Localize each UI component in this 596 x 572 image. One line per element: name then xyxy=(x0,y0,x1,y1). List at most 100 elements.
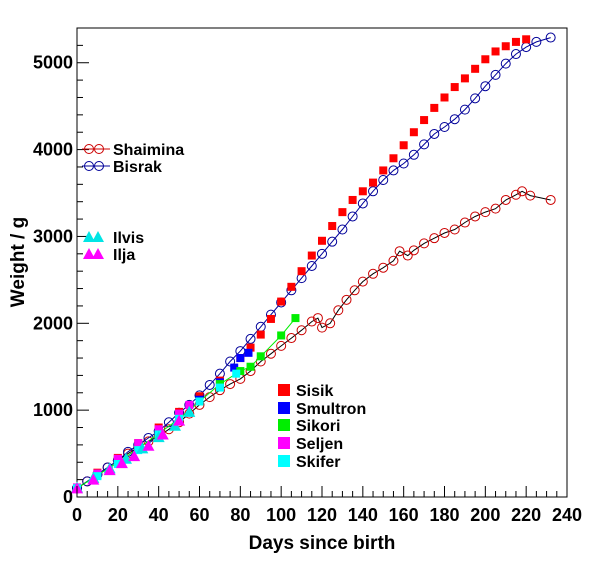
y-tick-label: 3000 xyxy=(33,226,73,246)
data-point-seljen xyxy=(175,409,184,418)
x-tick-label: 240 xyxy=(552,505,582,525)
data-point-sisik xyxy=(440,93,449,102)
data-point-shaimina xyxy=(306,316,317,327)
data-point-sikori xyxy=(236,367,245,376)
data-point-sisik xyxy=(287,282,296,291)
legend-label: Bisrak xyxy=(113,159,162,176)
legend-label: Ilja xyxy=(113,247,135,264)
legend-item-ilja: Ilja xyxy=(83,247,135,264)
data-point-seljen xyxy=(185,400,194,409)
series-layer xyxy=(71,32,556,494)
data-point-sisik xyxy=(297,267,306,276)
x-axis-title: Days since birth xyxy=(249,533,396,554)
data-point-ilja xyxy=(103,464,116,476)
data-point-shaimina xyxy=(349,285,360,296)
data-point-ilja xyxy=(142,439,155,451)
data-point-skifer xyxy=(93,472,102,481)
data-point-shaimina xyxy=(265,348,276,359)
data-point-shaimina xyxy=(394,246,405,257)
data-point-shaimina xyxy=(333,305,344,316)
y-axis-title: Weight / g xyxy=(8,217,29,307)
data-point-shaimina xyxy=(357,276,368,287)
data-point-shaimina xyxy=(276,340,287,351)
data-point-bisrak xyxy=(459,104,470,115)
legend-marker xyxy=(94,144,104,154)
legend-item-seljen: Seljen xyxy=(278,436,343,453)
data-point-shaimina xyxy=(429,233,440,244)
x-tick-label: 20 xyxy=(108,505,128,525)
legend-label: Smultron xyxy=(296,401,366,418)
data-point-shaimina xyxy=(317,322,327,333)
legend-item-bisrak: Bisrak xyxy=(82,159,162,176)
data-point-sisik xyxy=(471,64,480,73)
data-point-shaimina xyxy=(388,255,399,266)
data-point-bisrak xyxy=(306,260,317,271)
data-point-bisrak xyxy=(429,128,440,139)
data-point-bisrak xyxy=(449,114,460,125)
data-point-shaimina xyxy=(408,245,419,256)
data-point-shaimina xyxy=(517,186,528,197)
data-point-bisrak xyxy=(510,49,521,60)
data-point-bisrak xyxy=(347,211,358,222)
legend-swatch xyxy=(278,455,290,467)
data-point-ilja xyxy=(87,473,100,485)
legend-label: Ilvis xyxy=(113,230,144,247)
data-point-shaimina xyxy=(525,190,536,201)
legend-marker xyxy=(83,231,95,242)
data-point-smultron xyxy=(236,354,245,363)
data-point-skifer xyxy=(195,397,204,406)
legend-label: Sikori xyxy=(296,418,340,435)
data-point-sisik xyxy=(450,83,459,92)
data-point-shaimina xyxy=(312,313,323,324)
y-tick-label: 2000 xyxy=(33,313,73,333)
data-point-shaimina xyxy=(368,268,379,279)
data-point-sisik xyxy=(501,42,510,51)
data-point-sikori xyxy=(256,352,265,361)
data-point-bisrak xyxy=(368,186,379,197)
data-point-sisik xyxy=(460,74,469,83)
data-point-shaimina xyxy=(286,333,297,344)
data-point-bisrak xyxy=(500,58,511,69)
x-tick-label: 140 xyxy=(348,505,378,525)
data-point-ilja xyxy=(156,428,169,440)
legend-marker xyxy=(92,248,104,259)
data-point-bisrak xyxy=(245,333,256,344)
data-point-sikori xyxy=(246,362,255,371)
data-point-bisrak xyxy=(439,122,450,133)
data-point-shaimina xyxy=(470,211,481,222)
data-point-skifer xyxy=(232,369,241,378)
axes-layer: 0 20 40 60 80 100 120 140 160 180 200 220 240 0 1000 20… xyxy=(33,27,582,525)
data-point-bisrak xyxy=(480,81,491,92)
data-point-sisik xyxy=(491,47,500,56)
y-tick-label: 0 xyxy=(63,487,73,507)
data-point-sikori xyxy=(291,314,300,323)
x-tick-label: 180 xyxy=(429,505,459,525)
data-point-skifer xyxy=(215,383,224,392)
legend-marker xyxy=(84,144,94,154)
data-point-bisrak xyxy=(490,69,501,80)
data-point-skifer xyxy=(113,459,122,468)
data-point-sisik xyxy=(318,236,326,245)
x-tick-label: 220 xyxy=(511,505,541,525)
data-point-sisik xyxy=(266,314,275,323)
data-point-sisik xyxy=(481,55,490,64)
data-point-sisik xyxy=(430,103,439,112)
data-point-sisik xyxy=(338,208,347,217)
legend-label: Seljen xyxy=(296,436,343,453)
data-point-shaimina xyxy=(325,318,336,329)
data-point-shaimina xyxy=(341,294,352,305)
data-point-bisrak xyxy=(419,139,430,150)
data-point-ilja xyxy=(115,457,128,469)
data-point-shaimina xyxy=(459,217,470,228)
x-tick-label: 60 xyxy=(189,505,209,525)
legend-item-ilvis: Ilvis xyxy=(83,230,144,247)
data-point-sisik xyxy=(328,222,337,231)
data-point-ilvis xyxy=(183,405,196,417)
data-point-sisik xyxy=(348,195,357,204)
data-point-shaimina xyxy=(490,203,501,214)
data-point-bisrak xyxy=(337,224,348,235)
data-point-sisik xyxy=(399,141,408,150)
legend-swatch xyxy=(278,437,290,449)
